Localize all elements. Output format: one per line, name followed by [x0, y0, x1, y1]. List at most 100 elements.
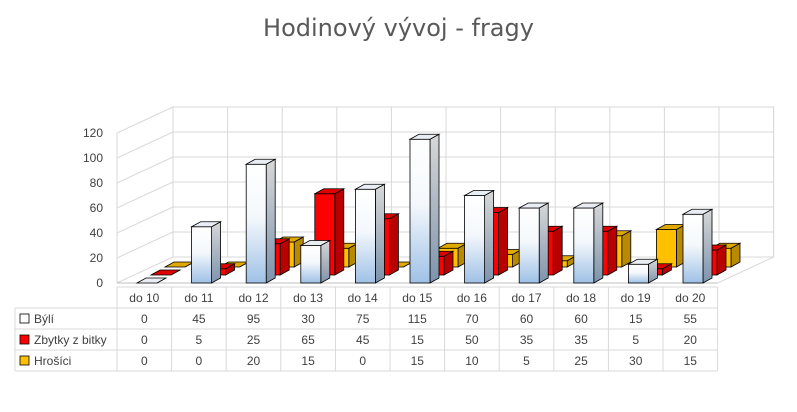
y-tick-label: 40: [90, 226, 104, 240]
bar-side: [621, 230, 632, 268]
bar-top: [313, 188, 346, 195]
legend-swatch: [19, 355, 30, 366]
data-cell: 35: [520, 333, 534, 347]
bar-side: [607, 225, 618, 276]
data-cell: 0: [359, 354, 366, 368]
bar: [163, 261, 196, 268]
bar: [626, 258, 659, 284]
bar-top: [463, 190, 496, 196]
data-cell: 60: [520, 312, 534, 326]
data-cell: 5: [523, 354, 530, 368]
data-cell: 35: [574, 333, 588, 347]
data-cell: 30: [629, 354, 643, 368]
x-tick-label: do 11: [184, 291, 213, 305]
bar-side: [388, 213, 399, 276]
bar-side: [593, 202, 604, 284]
gridline-side: [116, 206, 174, 234]
data-cell: 15: [684, 354, 698, 368]
bar-top: [244, 158, 277, 165]
legend-swatch: [19, 334, 30, 345]
data-cell: 0: [141, 354, 148, 368]
bar: [135, 277, 168, 284]
x-tick-label: do 18: [566, 291, 596, 305]
bar-top: [163, 261, 196, 268]
y-tick-label: 100: [83, 151, 103, 165]
data-cell: 0: [141, 333, 148, 347]
bar-side: [429, 133, 440, 284]
data-cell: 30: [301, 312, 315, 326]
gridline-side: [116, 231, 174, 259]
bar-side: [320, 239, 331, 284]
gridline-side: [116, 181, 174, 209]
legend-entry: Hrošíci: [34, 354, 71, 368]
legend-entry: Zbytky z bitky: [34, 333, 107, 347]
data-cell: 70: [465, 312, 479, 326]
bar-side: [702, 208, 713, 284]
y-tick-label: 80: [90, 176, 104, 190]
data-cell: 5: [196, 333, 203, 347]
data-cell: 115: [408, 312, 427, 326]
bar-side: [498, 206, 509, 276]
bar-front: [245, 163, 267, 284]
data-cell: 20: [684, 333, 698, 347]
x-tick-label: do 20: [675, 291, 705, 305]
x-tick-label: do 16: [457, 291, 487, 305]
bar: [190, 221, 223, 284]
bar-top: [190, 221, 223, 228]
bar-side: [334, 188, 345, 276]
bar: [517, 202, 550, 284]
bar-top: [572, 202, 605, 209]
data-cell: 25: [574, 354, 588, 368]
bar-front: [354, 188, 376, 284]
data-cell: 10: [465, 354, 479, 368]
bar-side: [211, 221, 222, 284]
bar-front: [573, 207, 595, 284]
data-cell: 45: [356, 333, 370, 347]
bar-side: [538, 202, 549, 284]
data-cell: 95: [247, 312, 261, 326]
legend-swatch: [19, 313, 30, 324]
data-cell: 55: [684, 312, 698, 326]
data-cell: 5: [632, 333, 639, 347]
bar-top: [299, 240, 332, 246]
legend-entry: Býlí: [34, 312, 55, 326]
bar: [299, 239, 332, 284]
data-cell: 25: [247, 333, 261, 347]
bar-front: [628, 263, 649, 284]
gridline-side: [116, 156, 174, 184]
bar-front: [682, 213, 704, 284]
y-tick-label: 0: [96, 276, 103, 290]
data-cell: 45: [192, 312, 206, 326]
bar-front: [191, 226, 213, 284]
chart-title: Hodinový vývoj - fragy: [263, 14, 534, 42]
bar-side: [484, 189, 495, 284]
bar-top: [135, 277, 168, 284]
y-tick-label: 60: [90, 201, 104, 215]
floor-right-edge: [717, 256, 774, 284]
bar: [408, 133, 441, 284]
data-cell: 0: [196, 354, 203, 368]
bar-top: [626, 258, 659, 265]
bar: [353, 183, 386, 284]
bar: [654, 223, 687, 268]
gridline-side: [116, 131, 174, 159]
bar-side: [265, 158, 276, 284]
bar-top: [408, 133, 441, 140]
data-table: do 10 do 11 do 12 do 13 do 14 do 15 do 16 do 17…: [14, 286, 719, 372]
x-tick-label: do 19: [621, 291, 651, 305]
data-cell: 0: [141, 312, 148, 326]
bar-top: [681, 208, 714, 215]
bar-front: [656, 229, 677, 268]
bar: [149, 269, 182, 276]
gridline-side: [116, 256, 174, 284]
bar: [681, 208, 714, 284]
data-cell: 60: [574, 312, 588, 326]
data-cell: 15: [411, 354, 425, 368]
bars: [135, 133, 742, 284]
bar-top: [517, 202, 550, 209]
x-tick-label: do 15: [402, 291, 432, 305]
data-cell: 15: [301, 354, 315, 368]
bar-front: [464, 195, 486, 284]
